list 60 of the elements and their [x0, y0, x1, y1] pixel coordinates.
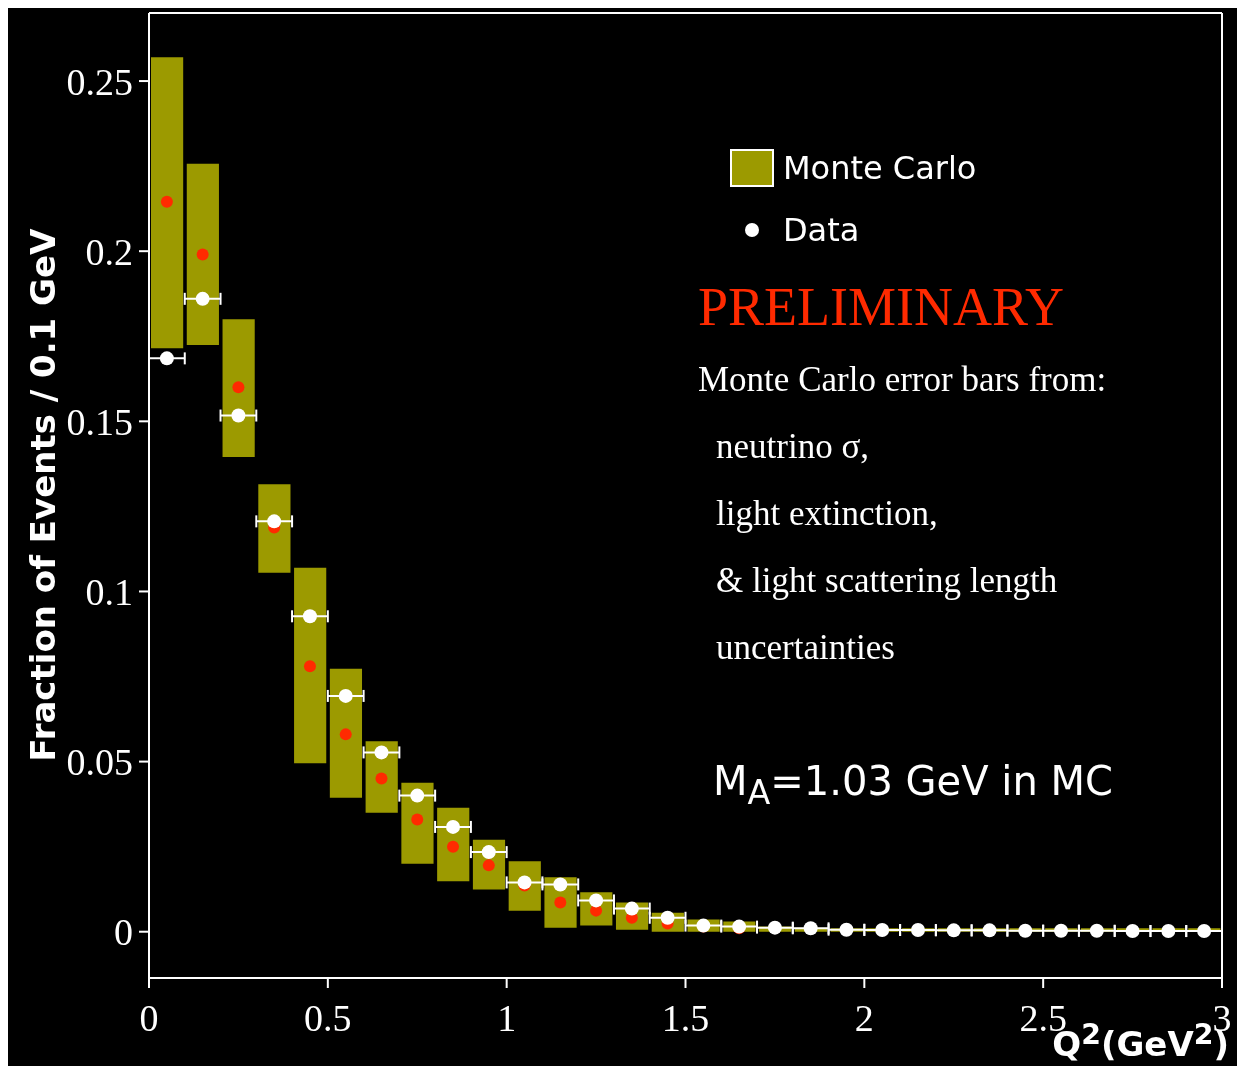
y-tick-label: 0.05	[66, 741, 133, 784]
point	[481, 845, 496, 860]
annotation: neutrino σ,	[716, 427, 870, 467]
y-axis-title: Fraction of Events / 0.1 GeV	[23, 228, 63, 762]
point	[302, 609, 317, 624]
bar	[222, 319, 255, 458]
annotation: & light scattering length	[716, 561, 1058, 601]
point	[159, 351, 174, 366]
point	[767, 920, 782, 935]
point	[1125, 924, 1140, 939]
annotation: uncertainties	[716, 628, 895, 668]
point	[875, 923, 890, 938]
x-tick-label: 1	[497, 996, 517, 1039]
bar	[186, 163, 219, 346]
bar	[294, 567, 327, 764]
point	[982, 923, 997, 938]
point	[410, 788, 425, 803]
point	[231, 408, 246, 423]
point	[910, 923, 925, 938]
point	[232, 381, 245, 394]
point	[1089, 923, 1104, 938]
point	[946, 923, 961, 938]
point	[1197, 924, 1212, 939]
point	[553, 877, 568, 892]
point	[1054, 923, 1069, 938]
point	[339, 728, 352, 741]
y-tick-label: 0.25	[66, 60, 133, 103]
point	[589, 893, 604, 908]
point	[447, 840, 460, 853]
annotation: PRELIMINARY	[698, 276, 1065, 338]
x-tick-label: 1.5	[661, 996, 710, 1039]
annotation: M$_{A}$=1.03 GeV in MC	[713, 758, 1113, 812]
point	[1018, 923, 1033, 938]
y-tick-label: 0	[114, 911, 133, 954]
legend-label: Data	[782, 211, 860, 249]
x-tick-label: 0.5	[304, 996, 352, 1039]
point	[160, 195, 173, 208]
point	[303, 660, 316, 673]
point	[839, 922, 854, 937]
y-tick-label: 0.2	[85, 230, 133, 273]
point	[267, 514, 282, 529]
point	[803, 921, 818, 936]
annotation: light extinction,	[716, 494, 938, 534]
bar	[151, 57, 184, 349]
y-tick-label: 0.1	[85, 570, 133, 613]
y-tick-label: 0.15	[66, 400, 133, 443]
bar	[329, 668, 363, 798]
annotation: Monte Carlo error bars from:	[698, 360, 1107, 400]
point	[374, 745, 389, 760]
point	[446, 819, 461, 834]
x-tick-label: 0	[139, 996, 159, 1039]
point	[196, 248, 209, 261]
point	[195, 291, 210, 306]
x-tick-label: 2	[854, 996, 874, 1039]
bar	[258, 484, 291, 573]
point	[1161, 924, 1176, 939]
point	[338, 688, 353, 703]
legend-label: Monte Carlo	[782, 149, 977, 187]
point	[411, 813, 424, 826]
point	[375, 772, 388, 785]
